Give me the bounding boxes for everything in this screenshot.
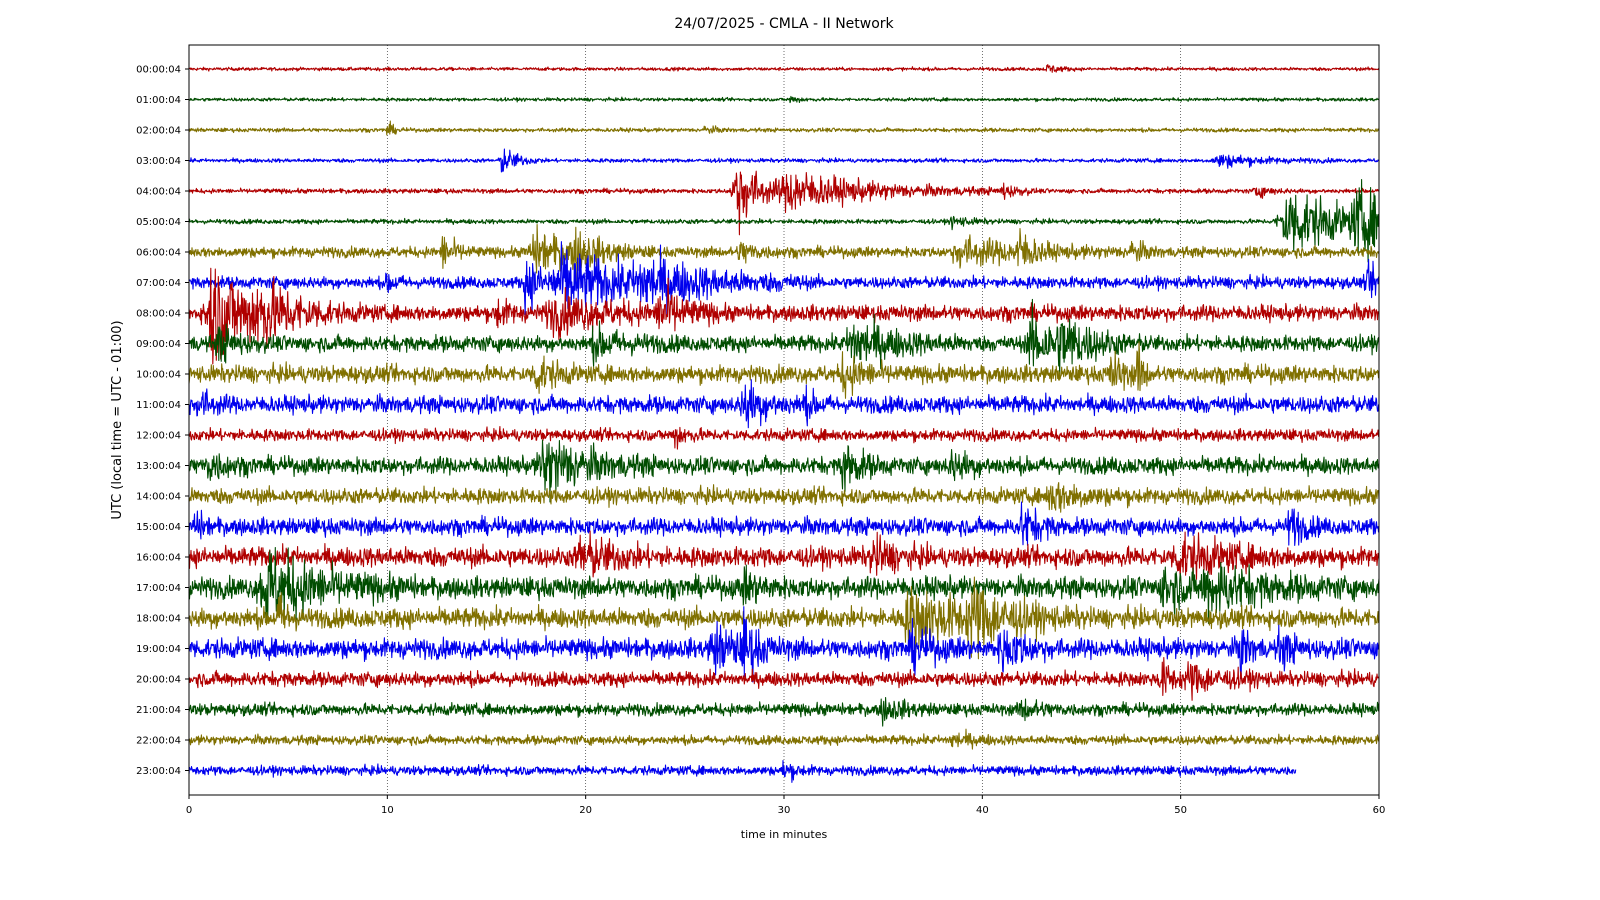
trace-line: [188, 241, 1380, 317]
y-tick-label: 11:00:04: [136, 400, 181, 411]
y-tick-label: 10:00:04: [136, 370, 181, 381]
y-tick-label: 14:00:04: [136, 492, 181, 503]
x-tick-label: 0: [186, 805, 192, 816]
y-tick-label: 21:00:04: [136, 705, 181, 716]
x-axis-label: time in minutes: [741, 828, 828, 841]
y-tick-layer: 00:00:04 01:00:04 02:00:04 03:00:04 04:00:04…: [136, 65, 189, 777]
trace-line: [188, 728, 1380, 750]
x-tick-label: 10: [381, 805, 394, 816]
x-tick-label: 40: [976, 805, 989, 816]
y-tick-label: 05:00:04: [136, 217, 181, 228]
trace-line: [188, 170, 1380, 236]
y-axis-label: UTC (local time = UTC - 01:00): [110, 320, 125, 519]
y-tick-label: 00:00:04: [136, 65, 181, 76]
y-tick-label: 17:00:04: [136, 583, 181, 594]
trace-line: [188, 298, 1380, 379]
y-tick-label: 07:00:04: [136, 278, 181, 289]
trace-line: [188, 120, 1380, 136]
y-tick-label: 15:00:04: [136, 522, 181, 533]
trace-line: [188, 760, 1297, 783]
y-tick-label: 08:00:04: [136, 309, 181, 320]
grid-layer: [386, 45, 1182, 795]
trace-line: [188, 95, 1380, 104]
y-tick-label: 02:00:04: [136, 126, 181, 137]
trace-line: [188, 657, 1380, 701]
y-tick-label: 01:00:04: [136, 95, 181, 106]
chart-title: 24/07/2025 - CMLA - II Network: [674, 16, 894, 32]
y-tick-label: 03:00:04: [136, 156, 181, 167]
y-tick-label: 13:00:04: [136, 461, 181, 472]
y-tick-label: 18:00:04: [136, 614, 181, 625]
y-tick-label: 12:00:04: [136, 431, 181, 442]
trace-line: [188, 697, 1380, 727]
trace-line: [188, 267, 1380, 365]
trace-line: [188, 530, 1380, 582]
trace-line: [188, 501, 1380, 546]
trace-line: [188, 148, 1380, 173]
y-tick-label: 04:00:04: [136, 187, 181, 198]
trace-layer: [188, 64, 1380, 783]
trace-line: [188, 223, 1380, 282]
y-tick-label: 16:00:04: [136, 553, 181, 564]
x-tick-layer: 0 10 20 30 40 50 60: [186, 795, 1386, 816]
y-tick-label: 20:00:04: [136, 675, 181, 686]
y-tick-label: 22:00:04: [136, 736, 181, 747]
x-tick-label: 50: [1174, 805, 1187, 816]
trace-line: [188, 576, 1380, 660]
trace-line: [188, 379, 1380, 429]
y-tick-label: 09:00:04: [136, 339, 181, 350]
x-tick-label: 20: [579, 805, 592, 816]
trace-line: [188, 439, 1380, 503]
x-tick-label: 30: [778, 805, 791, 816]
trace-line: [188, 64, 1380, 73]
y-tick-label: 19:00:04: [136, 644, 181, 655]
trace-line: [188, 606, 1380, 683]
y-tick-label: 06:00:04: [136, 248, 181, 259]
x-tick-label: 60: [1373, 805, 1386, 816]
trace-line: [188, 546, 1380, 624]
y-tick-label: 23:00:04: [136, 766, 181, 777]
trace-line: [188, 425, 1380, 450]
trace-line: [188, 341, 1380, 399]
trace-line: [188, 179, 1380, 263]
trace-line: [188, 482, 1380, 513]
